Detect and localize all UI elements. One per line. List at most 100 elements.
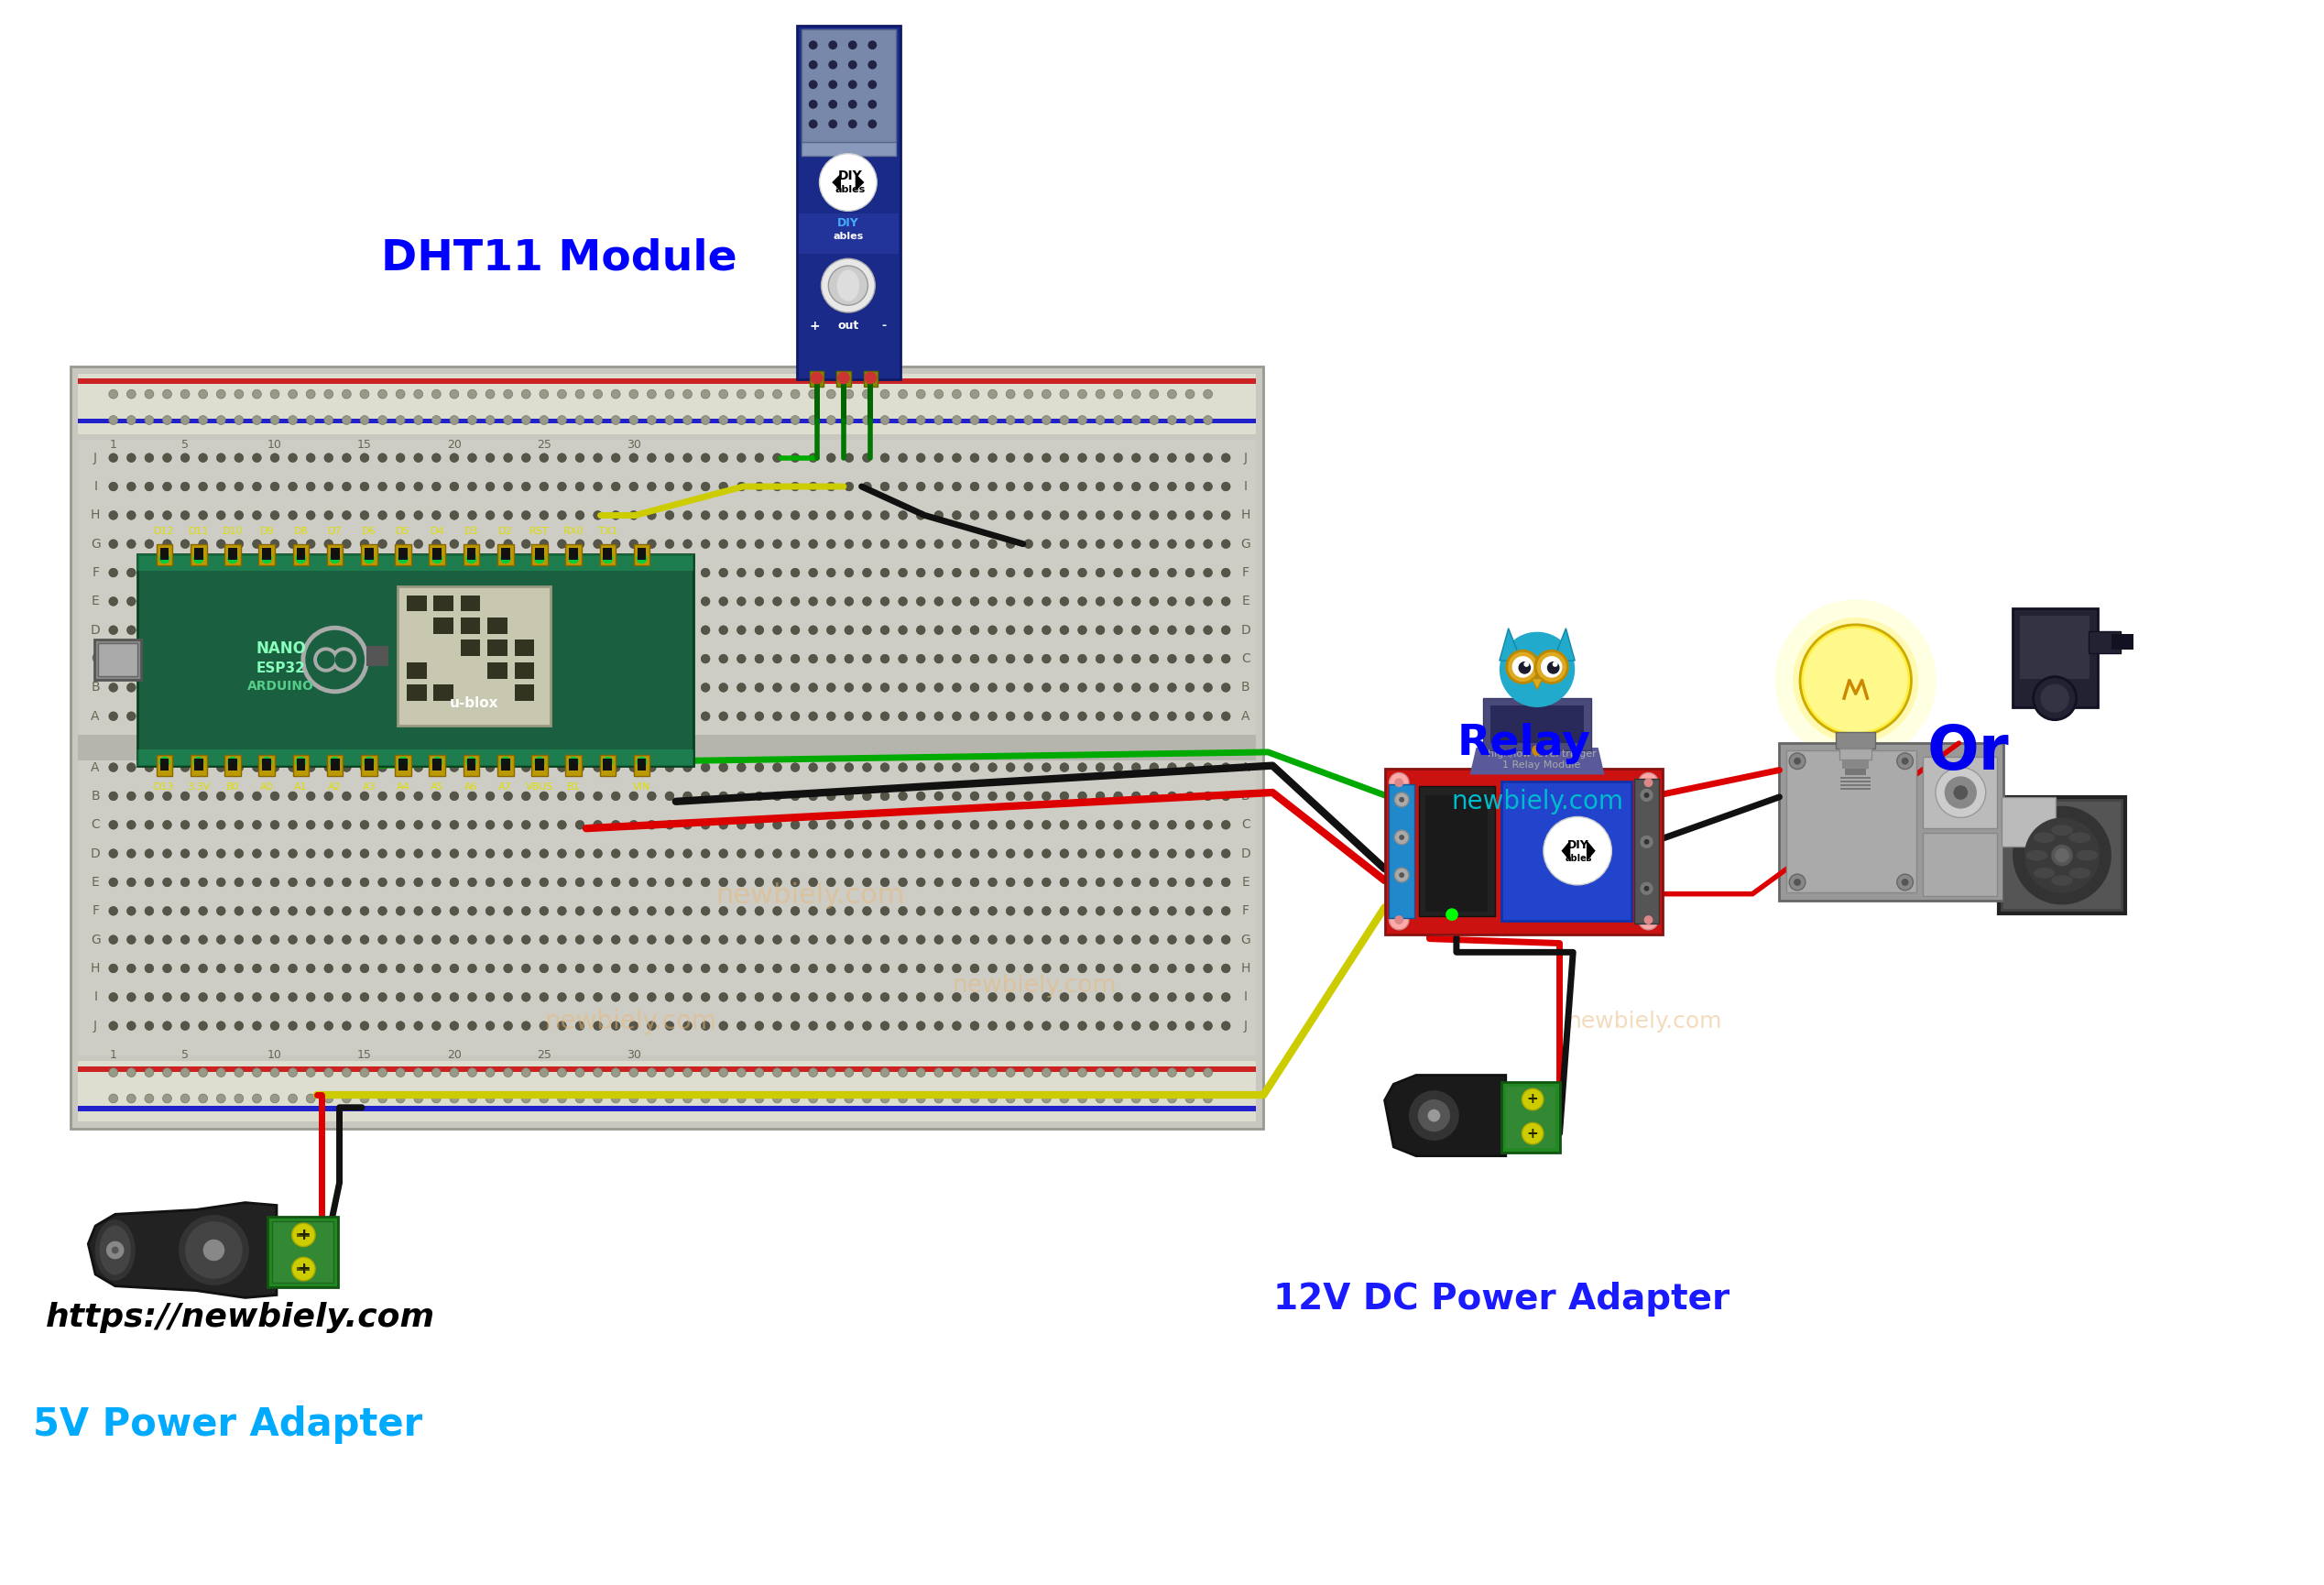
Circle shape xyxy=(1418,1100,1450,1132)
Circle shape xyxy=(144,453,153,463)
Circle shape xyxy=(1185,878,1195,886)
Bar xyxy=(360,544,376,566)
Text: +: + xyxy=(1527,1092,1538,1106)
Circle shape xyxy=(611,791,621,800)
Circle shape xyxy=(630,598,639,605)
Circle shape xyxy=(953,482,962,491)
Circle shape xyxy=(1167,453,1176,463)
Circle shape xyxy=(1185,598,1195,605)
Bar xyxy=(77,1067,1257,1071)
Circle shape xyxy=(1060,539,1069,548)
Circle shape xyxy=(593,539,602,548)
Bar xyxy=(293,544,309,566)
Circle shape xyxy=(432,626,442,634)
Circle shape xyxy=(790,510,799,520)
Circle shape xyxy=(270,626,279,634)
Circle shape xyxy=(235,762,244,772)
Circle shape xyxy=(867,79,876,89)
Circle shape xyxy=(1150,791,1160,800)
Circle shape xyxy=(1006,964,1016,973)
Circle shape xyxy=(862,1094,872,1103)
Circle shape xyxy=(630,1021,639,1030)
Bar xyxy=(462,544,479,566)
Circle shape xyxy=(646,964,655,973)
Circle shape xyxy=(1132,453,1141,463)
Circle shape xyxy=(504,390,514,398)
Circle shape xyxy=(539,567,548,577)
Circle shape xyxy=(144,878,153,886)
Circle shape xyxy=(558,510,567,520)
Circle shape xyxy=(862,453,872,463)
Circle shape xyxy=(539,964,548,973)
Circle shape xyxy=(1078,655,1088,663)
Circle shape xyxy=(451,567,458,577)
Circle shape xyxy=(451,964,458,973)
Circle shape xyxy=(718,510,727,520)
Circle shape xyxy=(270,567,279,577)
Circle shape xyxy=(323,821,332,829)
Circle shape xyxy=(593,850,602,857)
Circle shape xyxy=(665,415,674,425)
Circle shape xyxy=(1132,935,1141,945)
Circle shape xyxy=(379,482,388,491)
Circle shape xyxy=(504,1068,514,1076)
Text: D: D xyxy=(1241,846,1250,861)
Circle shape xyxy=(683,567,693,577)
Circle shape xyxy=(451,907,458,916)
Circle shape xyxy=(737,415,746,425)
Circle shape xyxy=(934,878,944,886)
Circle shape xyxy=(1113,712,1122,721)
Circle shape xyxy=(737,598,746,605)
Text: D11: D11 xyxy=(188,526,209,536)
Circle shape xyxy=(521,791,530,800)
Circle shape xyxy=(235,626,244,634)
Circle shape xyxy=(109,1021,119,1030)
Circle shape xyxy=(1041,850,1050,857)
Circle shape xyxy=(163,712,172,721)
Text: F: F xyxy=(1241,905,1250,918)
Circle shape xyxy=(844,655,853,663)
Circle shape xyxy=(1204,655,1213,663)
Circle shape xyxy=(934,626,944,634)
Circle shape xyxy=(467,1094,476,1103)
Circle shape xyxy=(360,453,370,463)
Circle shape xyxy=(881,415,890,425)
Text: +: + xyxy=(1527,1127,1538,1140)
Circle shape xyxy=(790,1068,799,1076)
Circle shape xyxy=(379,510,388,520)
Circle shape xyxy=(1025,907,1032,916)
Circle shape xyxy=(1185,1021,1195,1030)
Bar xyxy=(1634,780,1659,924)
Circle shape xyxy=(1643,838,1650,845)
Circle shape xyxy=(1222,539,1229,548)
Circle shape xyxy=(521,1094,530,1103)
Circle shape xyxy=(1185,907,1195,916)
Circle shape xyxy=(848,119,858,128)
Polygon shape xyxy=(1385,1075,1506,1155)
Circle shape xyxy=(414,821,423,829)
Circle shape xyxy=(414,415,423,425)
Text: D4: D4 xyxy=(430,526,444,536)
Bar xyxy=(1841,781,1871,783)
Circle shape xyxy=(253,791,260,800)
Circle shape xyxy=(683,907,693,916)
Circle shape xyxy=(988,850,997,857)
Circle shape xyxy=(809,655,818,663)
Circle shape xyxy=(181,482,191,491)
Circle shape xyxy=(504,1021,514,1030)
Circle shape xyxy=(1222,567,1229,577)
Circle shape xyxy=(774,453,781,463)
Circle shape xyxy=(1132,683,1141,693)
Circle shape xyxy=(665,712,674,721)
Circle shape xyxy=(899,390,906,398)
Circle shape xyxy=(1113,964,1122,973)
Circle shape xyxy=(539,683,548,693)
Circle shape xyxy=(1222,850,1229,857)
Text: D13: D13 xyxy=(153,783,174,791)
Circle shape xyxy=(1060,1021,1069,1030)
Circle shape xyxy=(253,510,260,520)
Circle shape xyxy=(809,60,818,70)
Circle shape xyxy=(486,482,495,491)
Circle shape xyxy=(844,598,853,605)
Circle shape xyxy=(899,655,906,663)
